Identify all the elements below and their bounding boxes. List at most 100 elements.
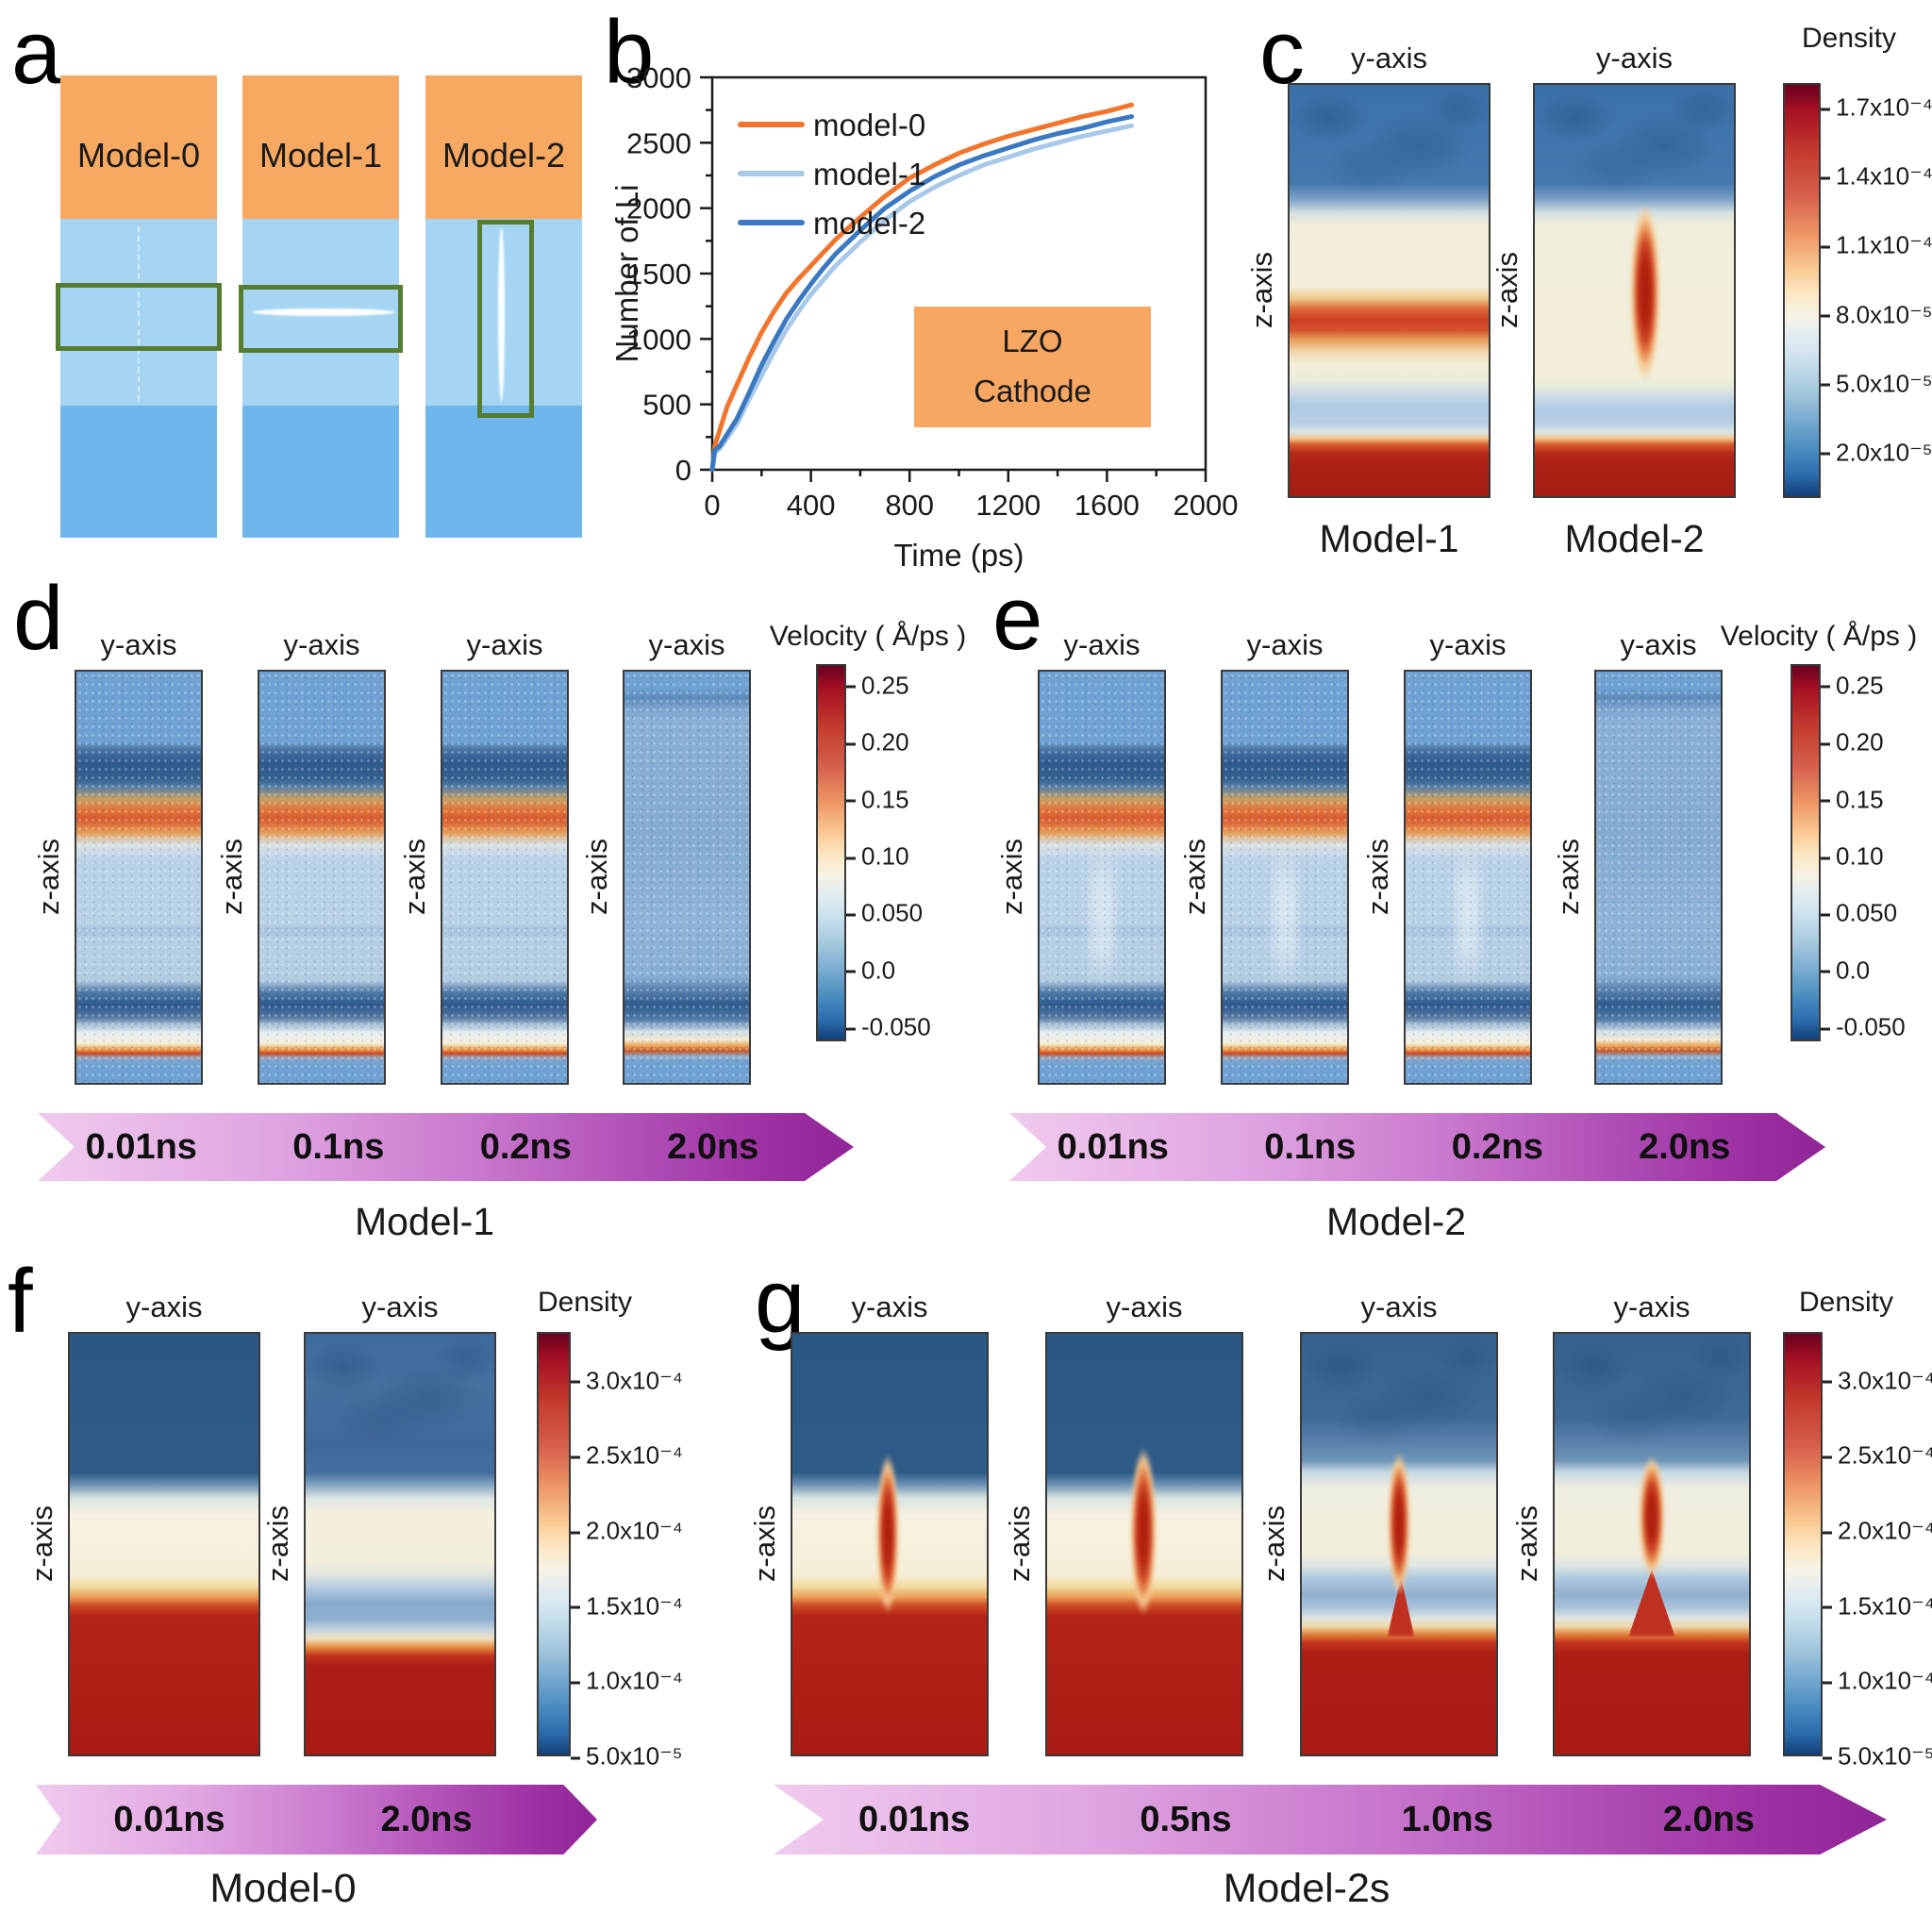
y-axis-label: y-axis xyxy=(1613,1290,1690,1323)
caption-model-2: Model-2 xyxy=(1564,517,1705,560)
colorbar-tick: 0.10 xyxy=(846,842,909,872)
velocity-map-e-01ns: y-axis z-axis xyxy=(1178,628,1349,1085)
panel-letter-f: f xyxy=(8,1251,33,1352)
z-axis-label: z-axis xyxy=(215,839,248,916)
colorbar-title-velocity-d: Velocity ( Å/ps ) xyxy=(769,621,967,652)
panel-letter-a: a xyxy=(11,2,62,103)
colorbar-title-density-g: Density xyxy=(1798,1287,1894,1318)
crack-channel xyxy=(1089,844,1115,989)
colorbar-tick: 2.5x10⁻⁴ xyxy=(571,1441,683,1471)
heatmap-density xyxy=(1045,1332,1243,1756)
crack-density-streak xyxy=(1630,204,1660,381)
y-axis-label: y-axis xyxy=(1360,1290,1438,1323)
annotation-line2: Cathode xyxy=(974,374,1091,408)
colorbar-tick: 2.0x10⁻⁴ xyxy=(1823,1517,1932,1546)
heatmap-density xyxy=(791,1332,989,1756)
li-mound xyxy=(1628,1569,1675,1638)
z-axis-label: z-axis xyxy=(995,839,1028,916)
vertical-crack xyxy=(498,227,505,402)
y-axis-label: y-axis xyxy=(1429,628,1507,661)
y-axis-label: y-axis xyxy=(1620,628,1697,661)
colorbar-tick: 0.25 xyxy=(846,671,909,700)
heatmap-density xyxy=(1300,1332,1498,1756)
time-arrow-e: 0.01ns 0.1ns 0.2ns 2.0ns xyxy=(1009,1113,1825,1181)
svg-text:2500: 2500 xyxy=(626,126,691,159)
heatmap-velocity xyxy=(1038,670,1166,1085)
z-axis-label: z-axis xyxy=(1003,1505,1036,1583)
colorbar-tick: 0.050 xyxy=(846,899,923,928)
colorbar-title-velocity-e: Velocity ( Å/ps ) xyxy=(1720,621,1918,652)
heatmap-velocity xyxy=(1404,670,1532,1085)
colorbar-tick: 8.0x10⁻⁵ xyxy=(1821,300,1932,329)
colorbar-tick: 2.5x10⁻⁴ xyxy=(1823,1441,1932,1471)
time-label: 0.01ns xyxy=(85,1126,197,1167)
density-map-g-20ns: y-axis z-axis xyxy=(1510,1290,1751,1756)
model-2-schematic: Model-2 xyxy=(425,75,582,538)
time-arrow-f: 0.01ns 2.0ns xyxy=(36,1785,597,1854)
svg-text:2000: 2000 xyxy=(1174,489,1239,522)
model-0-schematic: Model-0 xyxy=(60,75,217,538)
density-colorbar-c: 1.7x10⁻⁴ 1.4x10⁻⁴ 1.1x10⁻⁴ 8.0x10⁻⁵ 5.0x10⁻⁵… xyxy=(1783,83,1932,498)
velocity-map-d-001ns: y-axis z-axis xyxy=(32,628,203,1085)
colorbar-gradient xyxy=(1783,1332,1823,1756)
z-axis-label: z-axis xyxy=(25,1505,58,1583)
caption-model-0-f: Model-0 xyxy=(209,1866,357,1911)
colorbar-title-density-f: Density xyxy=(537,1287,633,1318)
defect-box-model0 xyxy=(56,283,222,351)
time-arrow-d: 0.01ns 0.1ns 0.2ns 2.0ns xyxy=(38,1113,854,1181)
svg-text:1500: 1500 xyxy=(626,258,691,291)
z-axis-label: z-axis xyxy=(1245,252,1278,329)
svg-text:1200: 1200 xyxy=(975,489,1041,522)
colorbar-gradient xyxy=(537,1332,571,1756)
time-label: 0.01ns xyxy=(113,1799,225,1839)
crack-density-streak xyxy=(1638,1455,1666,1578)
y-axis-label: y-axis xyxy=(466,628,543,661)
y-axis-label: y-axis xyxy=(1063,628,1141,661)
colorbar-gradient xyxy=(1790,664,1821,1041)
velocity-map-d-20ns: y-axis z-axis xyxy=(580,628,751,1085)
model-1-label: Model-1 xyxy=(258,136,383,175)
time-label: 2.0ns xyxy=(380,1799,473,1839)
colorbar-tick-labels: 0.25 0.20 0.15 0.10 0.050 0.0 -0.050 xyxy=(1821,664,1932,1041)
z-axis-label: z-axis xyxy=(1491,252,1524,329)
panel-letter-e: e xyxy=(992,568,1043,669)
y-axis-label: y-axis xyxy=(851,1290,928,1323)
y-axis-label: y-axis xyxy=(1246,628,1324,661)
svg-text:Time (ps): Time (ps) xyxy=(893,538,1024,573)
z-axis-label: z-axis xyxy=(1257,1505,1291,1583)
velocity-map-d-02ns: y-axis z-axis xyxy=(398,628,569,1085)
colorbar-tick: 0.15 xyxy=(846,785,909,814)
time-label: 1.0ns xyxy=(1401,1799,1493,1839)
time-label: 0.2ns xyxy=(1451,1126,1543,1167)
velocity-map-d-01ns: y-axis z-axis xyxy=(215,628,386,1085)
velocity-map-e-02ns: y-axis z-axis xyxy=(1361,628,1532,1085)
time-label: 2.0ns xyxy=(1662,1799,1755,1839)
time-arrow-g: 0.01ns 0.5ns 1.0ns 2.0ns xyxy=(774,1785,1887,1854)
heatmap-velocity xyxy=(1221,670,1349,1085)
heatmap-velocity xyxy=(1594,670,1723,1085)
caption-model-1-d: Model-1 xyxy=(354,1200,495,1243)
colorbar-gradient xyxy=(1783,83,1821,498)
cathode-block: Model-2 xyxy=(425,75,582,219)
svg-text:model-2: model-2 xyxy=(813,206,925,241)
colorbar-tick: -0.050 xyxy=(846,1013,931,1042)
colorbar-tick: 0.15 xyxy=(1821,785,1884,814)
time-label: 0.1ns xyxy=(1264,1126,1357,1167)
time-label: 0.2ns xyxy=(479,1126,572,1167)
cathode-block: Model-0 xyxy=(60,75,217,219)
colorbar-tick: 2.0x10⁻⁴ xyxy=(571,1517,683,1546)
horizontal-crack xyxy=(252,308,395,316)
colorbar-tick: 3.0x10⁻⁴ xyxy=(1823,1366,1932,1395)
velocity-map-e-001ns: y-axis z-axis xyxy=(995,628,1166,1085)
density-map-f-001ns: y-axis z-axis xyxy=(25,1290,260,1756)
electrolyte-lower xyxy=(60,406,217,538)
colorbar-tick: 1.1x10⁻⁴ xyxy=(1821,231,1932,260)
svg-text:model-0: model-0 xyxy=(813,108,925,142)
density-map-g-10ns: y-axis z-axis xyxy=(1257,1290,1498,1756)
time-label: 2.0ns xyxy=(1639,1126,1731,1167)
y-axis-label: y-axis xyxy=(1106,1290,1183,1323)
colorbar-tick: 2.0x10⁻⁵ xyxy=(1821,438,1932,467)
heatmap-density-model2 xyxy=(1533,83,1736,498)
heatmap-density xyxy=(68,1332,260,1756)
velocity-colorbar-e: 0.25 0.20 0.15 0.10 0.050 0.0 -0.050 xyxy=(1790,664,1906,1041)
